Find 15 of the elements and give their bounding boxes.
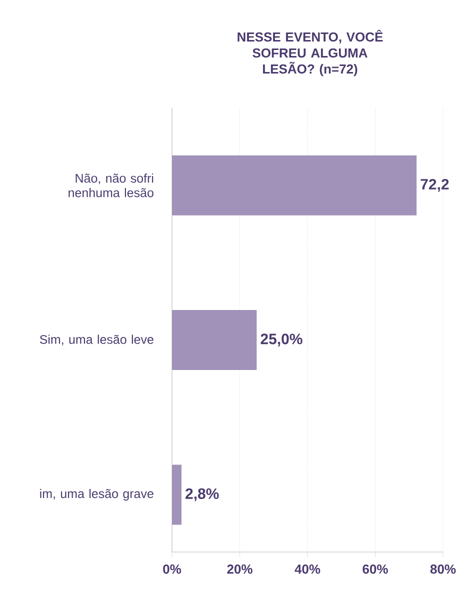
y-tick-label: im, uma lesão grave [40, 488, 154, 501]
chart-title: NESSE EVENTO, VOCÊ SOFREU ALGUMA LESÃO? (n=72) [238, 30, 383, 76]
x-tick-label: 60% [362, 564, 388, 574]
y-tick-label: Sim, uma lesão leve [40, 334, 154, 346]
x-tick-label: 40% [294, 564, 320, 574]
x-tick-label: 20% [227, 564, 252, 574]
x-tick-label: 0% [163, 564, 182, 574]
bar [172, 155, 417, 216]
bar [172, 464, 182, 525]
y-tick-label: Não, não sofri nenhuma lesão [68, 174, 154, 198]
data-label: 25,0% [260, 334, 302, 346]
bar [172, 310, 257, 370]
data-label: 2,8% [186, 488, 219, 502]
data-label: 72,2 [420, 178, 449, 192]
x-tick-label: 80% [430, 564, 456, 574]
